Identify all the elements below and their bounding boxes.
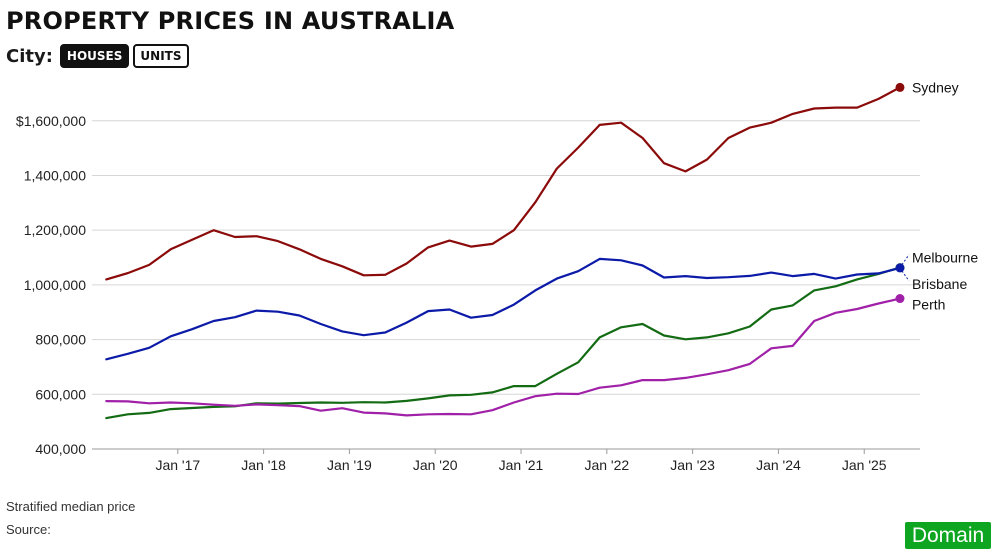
y-tick-label: 600,000 xyxy=(35,386,86,402)
city-toggle: City: HOUSES UNITS xyxy=(6,44,189,68)
x-tick-label: Jan '20 xyxy=(413,457,458,473)
series-line-perth xyxy=(105,297,902,417)
series-line-brisbane xyxy=(105,257,902,361)
label-leader xyxy=(901,254,910,265)
houses-toggle-button[interactable]: HOUSES xyxy=(59,44,130,68)
y-tick-label: 1,400,000 xyxy=(24,167,86,183)
x-tick-label: Jan '22 xyxy=(584,457,629,473)
series-labels: Sydney Melbourne Brisbane Perth xyxy=(901,79,978,313)
series-label-melbourne: Melbourne xyxy=(912,250,978,266)
x-tick-label: Jan '23 xyxy=(670,457,715,473)
units-toggle-button[interactable]: UNITS xyxy=(133,44,189,68)
x-tick-label: Jan '21 xyxy=(499,457,544,473)
x-tick-label: Jan '24 xyxy=(756,457,801,473)
grid-lines xyxy=(92,120,920,450)
label-leader xyxy=(901,270,910,282)
line-chart: 400,000 600,000 800,000 1,000,000 1,200,000 1… xyxy=(16,79,978,473)
x-axis: Jan '17 Jan '18 Jan '19 Jan '20 Jan '21 Jan '… xyxy=(155,449,887,473)
series-label-perth: Perth xyxy=(912,297,945,313)
toggle-label: City: xyxy=(6,45,53,67)
series-lines xyxy=(105,82,905,420)
y-tick-label: 400,000 xyxy=(35,441,86,457)
x-tick-label: Jan '19 xyxy=(327,457,372,473)
end-point-sydney xyxy=(895,82,905,92)
source-label: Source: xyxy=(6,522,51,537)
y-tick-label: 1,000,000 xyxy=(24,277,86,293)
x-tick-label: Jan '17 xyxy=(155,457,200,473)
x-tick-label: Jan '25 xyxy=(842,457,887,473)
y-axis: 400,000 600,000 800,000 1,000,000 1,200,000 1… xyxy=(16,113,86,457)
end-point-perth xyxy=(895,294,905,304)
end-point-brisbane xyxy=(895,263,905,273)
chart-note: Stratified median price xyxy=(6,499,136,514)
series-label-brisbane: Brisbane xyxy=(912,276,967,292)
y-tick-label: 800,000 xyxy=(35,332,86,348)
series-line-melbourne xyxy=(105,266,902,420)
x-tick-label: Jan '18 xyxy=(241,457,286,473)
domain-logo[interactable]: Domain xyxy=(905,522,991,549)
y-tick-label: $1,600,000 xyxy=(16,113,86,129)
series-line-sydney xyxy=(105,86,902,281)
y-tick-label: 1,200,000 xyxy=(24,222,86,238)
page-title: PROPERTY PRICES IN AUSTRALIA xyxy=(6,7,455,35)
series-label-sydney: Sydney xyxy=(912,79,959,95)
